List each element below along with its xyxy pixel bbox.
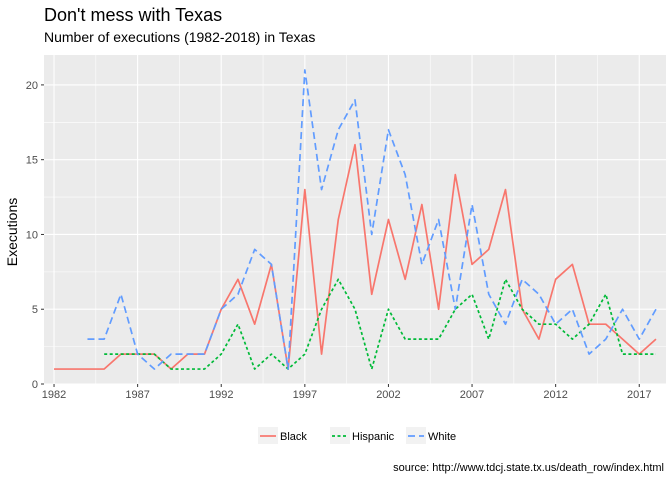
axis-ticks: 0 5 10 15 20 1982 1987 1992 1997 2002 2007 2012 2017 — [26, 80, 652, 401]
x-tick-label: 2007 — [460, 389, 484, 401]
x-tick-label: 1987 — [125, 389, 149, 401]
series-lines — [54, 69, 657, 370]
x-tick-label: 2002 — [376, 389, 400, 401]
plot-panel — [44, 55, 666, 384]
source-caption: source: http://www.tdcj.state.tx.us/deat… — [393, 462, 664, 474]
series-line-white — [87, 69, 657, 370]
y-tick-label: 0 — [32, 379, 38, 391]
legend: Black Hispanic White — [258, 427, 456, 444]
y-tick-label: 15 — [26, 155, 38, 167]
x-tick-label: 1997 — [293, 389, 317, 401]
y-tick-label: 10 — [26, 229, 38, 241]
y-tick-label: 5 — [32, 304, 38, 316]
legend-label-white: White — [428, 431, 456, 443]
series-line-hispanic — [104, 278, 656, 370]
x-tick-label: 1982 — [42, 389, 66, 401]
chart-subtitle: Number of executions (1982-2018) in Texa… — [44, 29, 315, 45]
legend-label-black: Black — [280, 431, 307, 443]
x-tick-label: 2012 — [543, 389, 567, 401]
x-tick-label: 1992 — [209, 389, 233, 401]
x-tick-label: 2017 — [627, 389, 651, 401]
y-tick-label: 20 — [26, 80, 38, 92]
legend-key-bg — [406, 427, 426, 444]
legend-label-hispanic: Hispanic — [352, 431, 395, 443]
chart-title: Don't mess with Texas — [44, 5, 222, 25]
y-axis-title: Executions — [4, 198, 20, 266]
